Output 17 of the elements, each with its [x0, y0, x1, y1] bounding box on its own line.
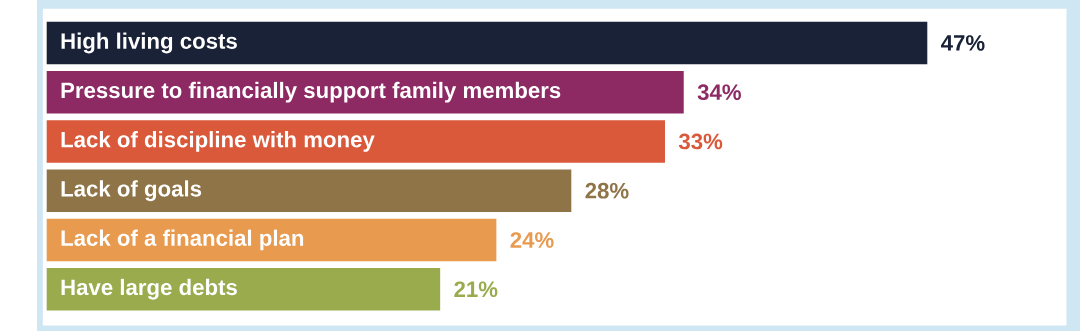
bar — [46, 169, 572, 212]
bar — [46, 120, 665, 163]
data-label: 34% — [697, 84, 741, 100]
bar — [46, 218, 497, 262]
data-label: 47% — [941, 35, 985, 51]
bar — [46, 267, 441, 311]
y-tick-label: High living costs — [61, 32, 237, 54]
y-tick-label: Pressure to financially support family members — [61, 81, 561, 103]
y-tick-label: Lack of a financial plan — [61, 229, 304, 251]
data-label: 24% — [510, 232, 554, 248]
y-tick-label: Lack of goals — [61, 180, 202, 202]
y-tick-label: Lack of discipline with money — [61, 131, 375, 152]
data-label: 21% — [454, 281, 498, 297]
data-label: 33% — [678, 133, 723, 150]
y-tick-label: Have large debts — [61, 278, 237, 300]
data-label: 28% — [585, 182, 629, 199]
bar — [46, 21, 928, 65]
